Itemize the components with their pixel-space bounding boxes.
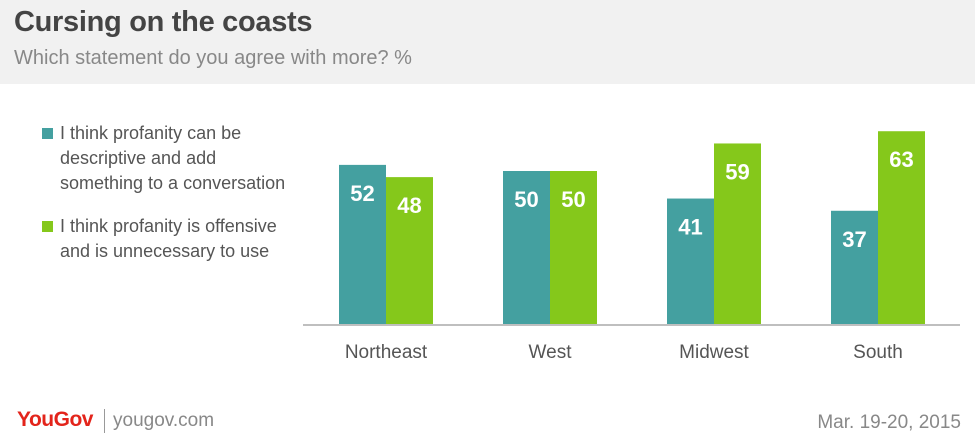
bar-south-series-1 — [831, 210, 878, 324]
header: Cursing on the coasts Which statement do… — [0, 0, 975, 84]
data-label-south-series-2: 63 — [889, 147, 913, 172]
legend-item-descriptive: I think profanity can be descriptive and… — [42, 121, 292, 196]
data-label-west-series-2: 50 — [561, 187, 585, 212]
data-label-midwest-series-1: 41 — [678, 215, 702, 240]
legend-swatch-teal — [42, 128, 53, 139]
category-label-south: South — [853, 342, 903, 363]
data-label-midwest-series-2: 59 — [725, 159, 749, 184]
bar-northeast-series-1 — [339, 164, 386, 324]
footer-divider — [104, 409, 105, 433]
bar-northeast-series-2 — [386, 177, 433, 324]
bar-south-series-2 — [878, 131, 925, 324]
data-label-south-series-1: 37 — [842, 227, 866, 252]
data-label-northeast-series-2: 48 — [397, 193, 421, 218]
chart-subtitle: Which statement do you agree with more? … — [14, 47, 412, 69]
bar-west-series-1 — [503, 171, 550, 324]
data-label-west-series-1: 50 — [514, 187, 538, 212]
footer-site[interactable]: yougov.com — [113, 410, 215, 431]
category-label-northeast: Northeast — [345, 342, 428, 363]
legend-item-offensive: I think profanity is offensive and is un… — [42, 214, 292, 264]
yougov-logo: YouGov — [17, 408, 93, 431]
bar-midwest-series-2 — [714, 143, 761, 324]
chart-title: Cursing on the coasts — [14, 6, 313, 38]
legend-label-offensive: I think profanity is offensive and is un… — [60, 216, 277, 261]
category-label-west: West — [529, 342, 573, 363]
data-label-northeast-series-1: 52 — [350, 181, 374, 206]
legend-swatch-green — [42, 221, 53, 232]
category-label-midwest: Midwest — [679, 342, 749, 363]
legend: I think profanity can be descriptive and… — [42, 121, 292, 264]
footer-date: Mar. 19-20, 2015 — [817, 412, 961, 433]
bar-midwest-series-1 — [667, 198, 714, 324]
legend-label-descriptive: I think profanity can be descriptive and… — [60, 123, 286, 193]
bar-west-series-2 — [550, 171, 597, 324]
